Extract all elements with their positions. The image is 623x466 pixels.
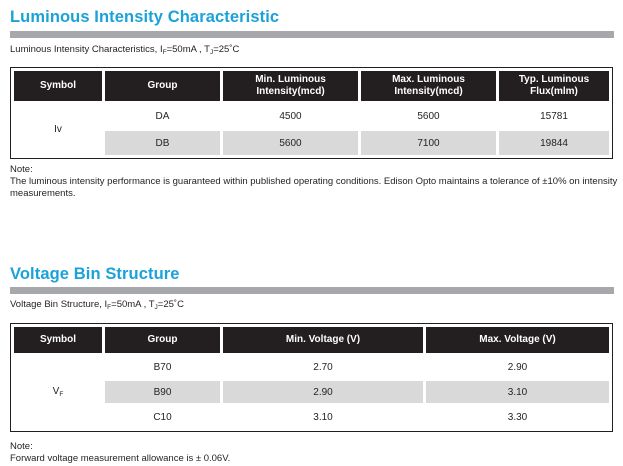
header-typ-flux: Typ. Luminous Flux(mlm) bbox=[499, 71, 609, 101]
group-cell: B90 bbox=[105, 381, 220, 403]
symbol-cell: VF bbox=[14, 356, 102, 428]
group-cell: DA bbox=[155, 110, 170, 122]
header-symbol: Symbol bbox=[14, 71, 102, 101]
min-cell: 5600 bbox=[223, 131, 358, 155]
luminous-section-title: Luminous Intensity Characteristic bbox=[10, 8, 280, 26]
max-cell: 7100 bbox=[361, 131, 496, 155]
voltage-condition: Voltage Bin Structure, IF=50mA , TJ=25˚C bbox=[10, 299, 184, 311]
header-max-intensity: Max. Luminous Intensity(mcd) bbox=[361, 71, 496, 101]
max-cell: 2.90 bbox=[507, 361, 528, 373]
max-cell: 3.30 bbox=[507, 411, 528, 423]
max-cell: 3.10 bbox=[426, 381, 609, 403]
table-row: B90 2.90 3.10 bbox=[14, 381, 609, 403]
header-group: Group bbox=[105, 71, 220, 101]
min-cell: 4500 bbox=[279, 110, 302, 122]
header-min-intensity: Min. Luminous Intensity(mcd) bbox=[223, 71, 358, 101]
group-cell: DB bbox=[105, 131, 220, 155]
header-max-voltage: Max. Voltage (V) bbox=[426, 327, 609, 353]
typ-cell: 15781 bbox=[540, 110, 568, 122]
min-cell: 2.70 bbox=[313, 361, 333, 373]
max-cell: 5600 bbox=[417, 110, 440, 122]
group-cell: C10 bbox=[153, 411, 172, 423]
header-group: Group bbox=[105, 327, 220, 353]
header-symbol: Symbol bbox=[14, 327, 102, 353]
voltage-section-title: Voltage Bin Structure bbox=[10, 265, 180, 283]
luminous-title-rule bbox=[10, 31, 614, 38]
voltage-table: Symbol Group Min. Voltage (V) Max. Volta… bbox=[10, 323, 613, 432]
note-label: Note: bbox=[10, 441, 33, 452]
table-header-row: Symbol Group Min. Voltage (V) Max. Volta… bbox=[14, 327, 609, 353]
typ-cell: 19844 bbox=[499, 131, 609, 155]
table-row: Iv DA 4500 5600 15781 bbox=[14, 104, 609, 155]
min-cell: 3.10 bbox=[313, 411, 333, 423]
symbol-cell: Iv bbox=[14, 104, 102, 155]
table-row: DB 5600 7100 19844 bbox=[14, 131, 609, 155]
note-text: The luminous intensity performance is gu… bbox=[10, 176, 618, 199]
luminous-condition: Luminous Intensity Characteristics, IF=5… bbox=[10, 44, 240, 56]
header-min-voltage: Min. Voltage (V) bbox=[223, 327, 423, 353]
voltage-note: Note: Forward voltage measurement allowa… bbox=[10, 441, 618, 465]
luminous-table: Symbol Group Min. Luminous Intensity(mcd)… bbox=[10, 67, 613, 159]
min-cell: 2.90 bbox=[223, 381, 423, 403]
note-text: Forward voltage measurement allowance is… bbox=[10, 453, 231, 464]
table-header-row: Symbol Group Min. Luminous Intensity(mcd)… bbox=[14, 71, 609, 101]
note-label: Note: bbox=[10, 164, 33, 175]
table-row: VF B70 2.70 2.90 bbox=[14, 356, 609, 428]
luminous-note: Note: The luminous intensity performance… bbox=[10, 164, 618, 200]
group-cell: B70 bbox=[153, 361, 172, 373]
table-row: C10 3.10 3.30 bbox=[14, 406, 609, 428]
voltage-title-rule bbox=[10, 287, 614, 294]
